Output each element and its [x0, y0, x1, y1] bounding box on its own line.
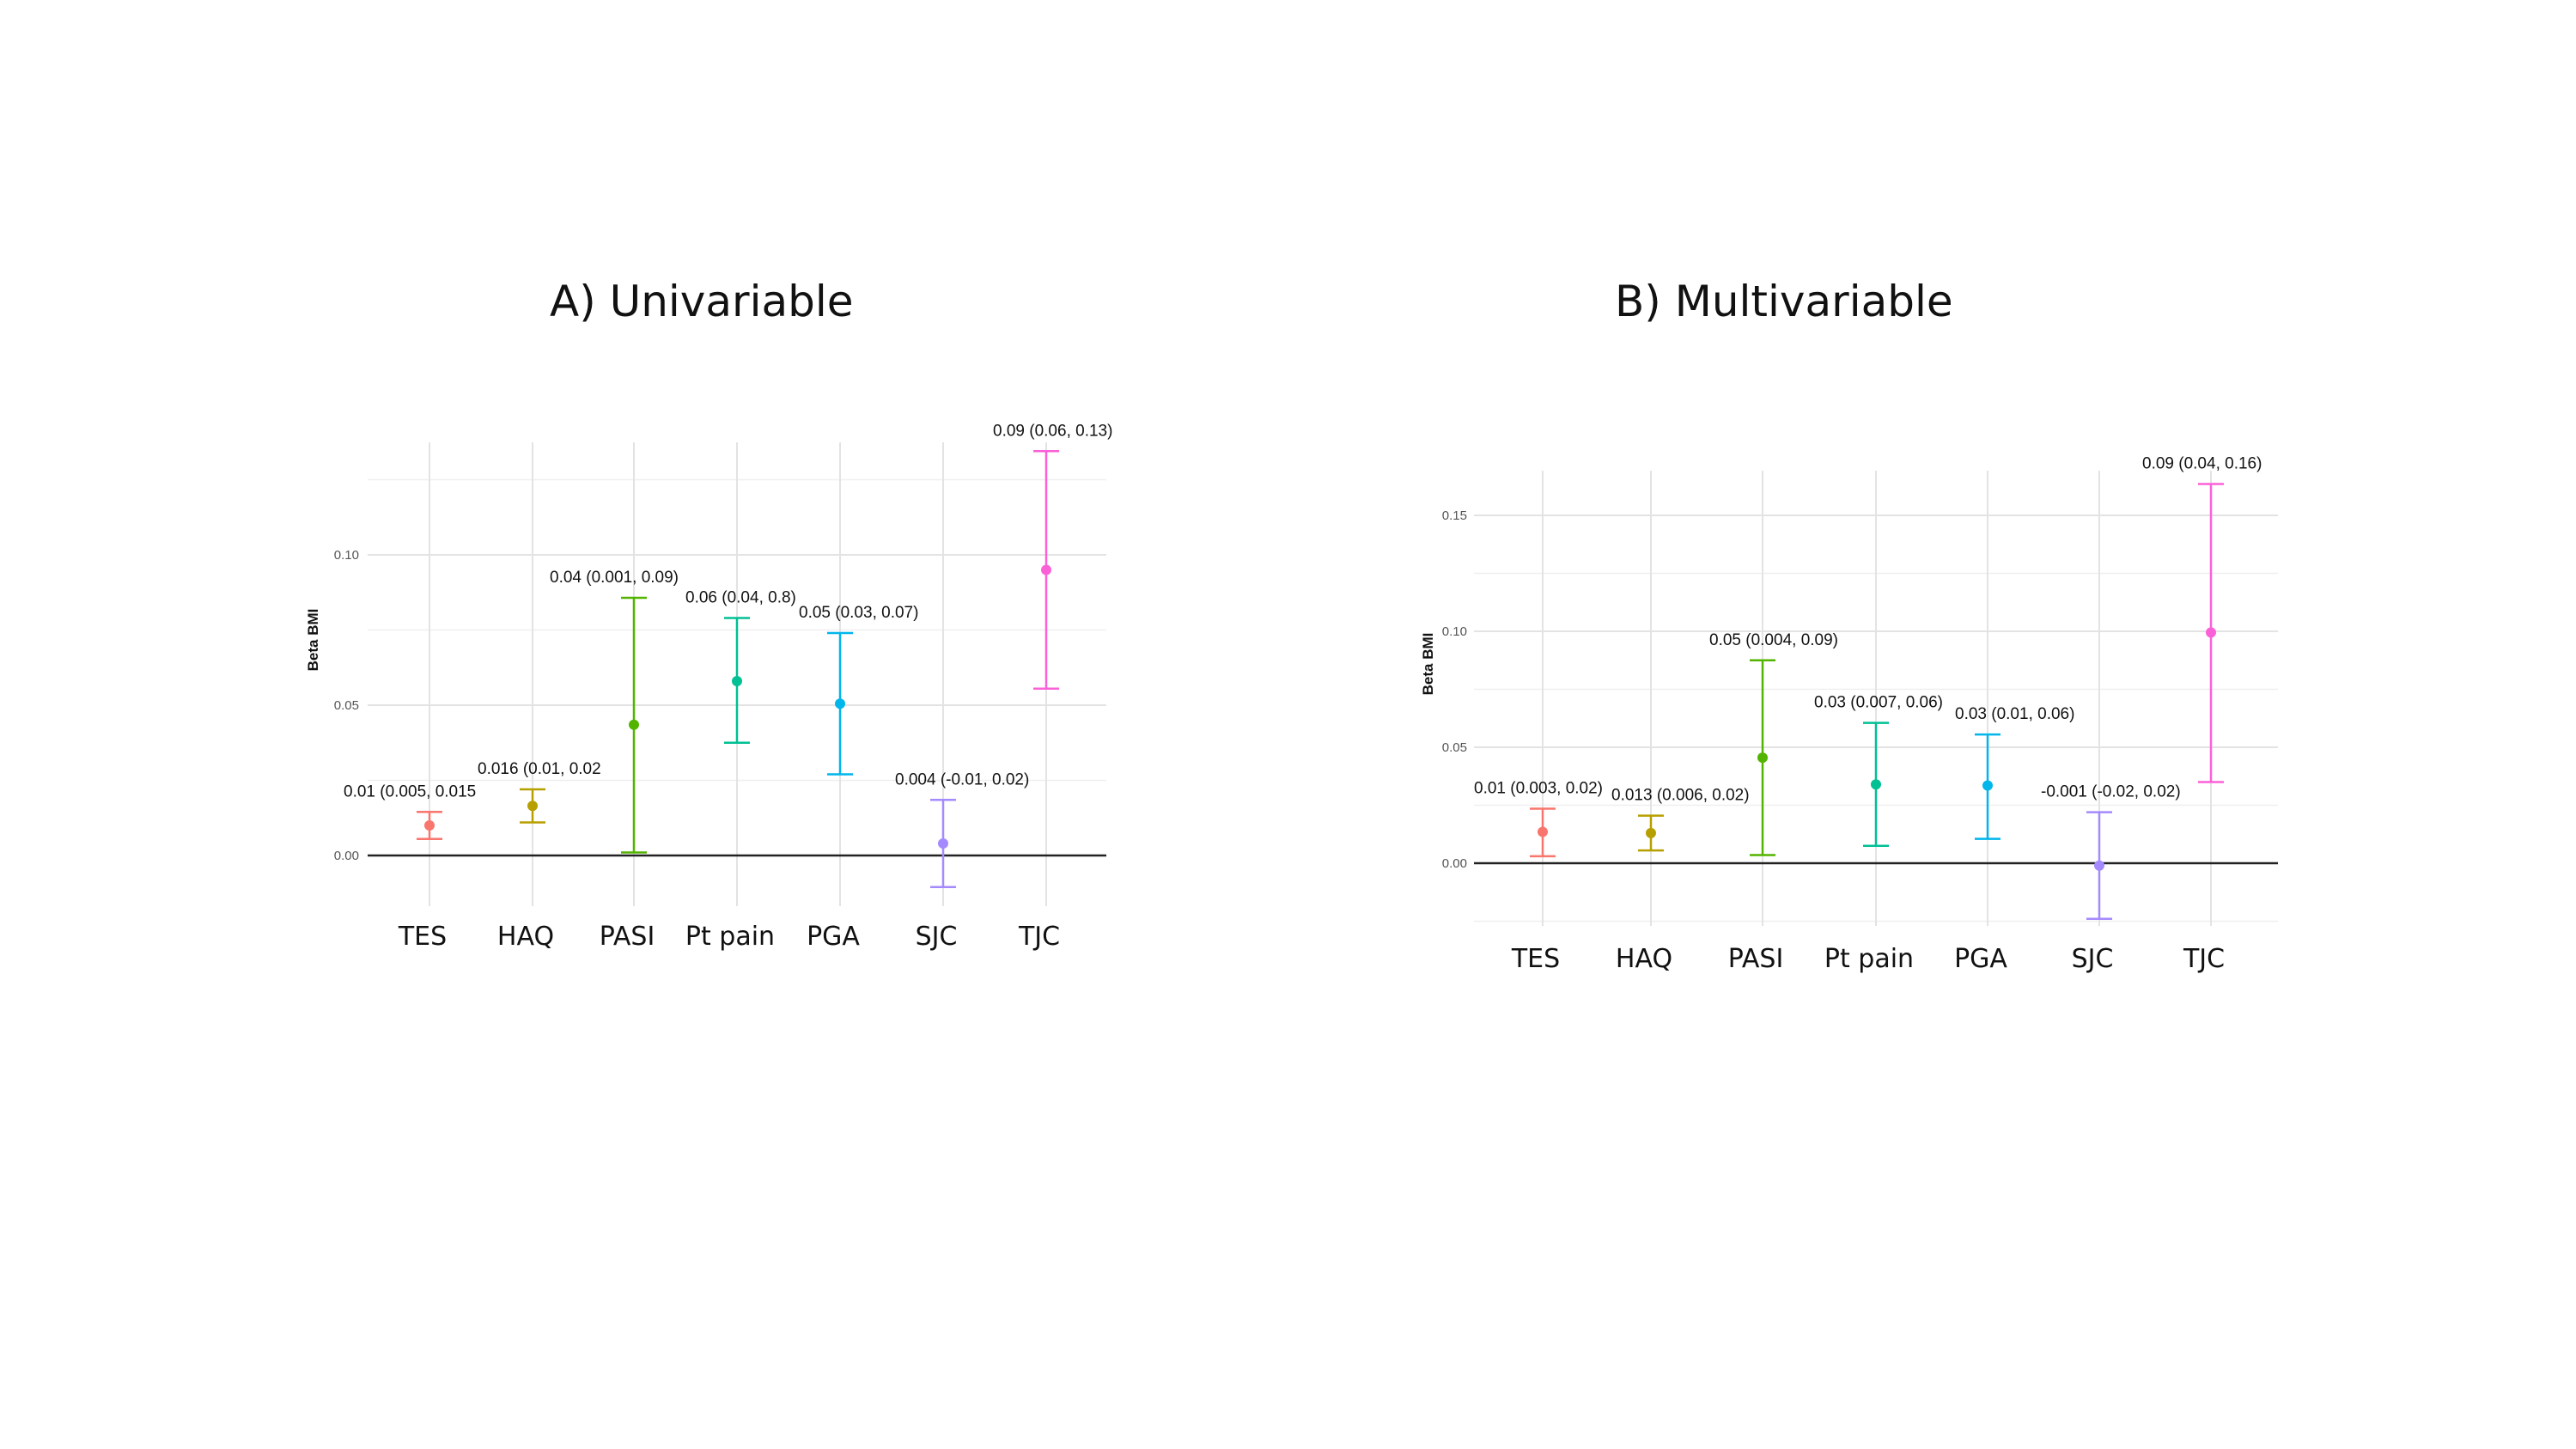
x-tick-label: Pt pain	[685, 922, 775, 952]
estimate-label: 0.09 (0.06, 0.13)	[993, 422, 1112, 440]
estimate-label: 0.016 (0.01, 0.02	[478, 760, 601, 778]
x-tick-label: PGA	[1954, 944, 2007, 974]
estimate-label: 0.06 (0.04, 0.8)	[685, 589, 796, 607]
y-tick-label: 0.00	[1442, 856, 1467, 871]
x-tick-label: TES	[1511, 944, 1560, 974]
estimate-label: -0.001 (-0.02, 0.02)	[2041, 783, 2181, 801]
estimate-label: 0.01 (0.003, 0.02)	[1474, 780, 1603, 798]
point-estimate	[1871, 779, 1881, 790]
y-tick-label: 0.10	[1442, 624, 1467, 639]
point-estimate	[732, 676, 742, 686]
point-estimate	[1538, 826, 1548, 837]
y-tick-label: 0.05	[1442, 740, 1467, 755]
x-tick-label: HAQ	[1616, 944, 1672, 974]
y-axis-label: Beta BMI	[1420, 633, 1436, 696]
point-estimate	[1982, 780, 1993, 791]
y-tick-label: 0.15	[1442, 508, 1467, 523]
point-estimate	[938, 838, 948, 849]
y-axis-label: Beta BMI	[305, 609, 321, 672]
point-estimate	[424, 820, 435, 831]
x-tick-label: SJC	[916, 922, 958, 952]
estimate-label: 0.01 (0.005, 0.015	[344, 782, 476, 801]
estimate-label: 0.09 (0.04, 0.16)	[2142, 455, 2262, 473]
point-estimate	[2206, 627, 2216, 638]
estimate-label: 0.03 (0.007, 0.06)	[1814, 694, 1943, 712]
estimate-label: 0.04 (0.001, 0.09)	[550, 569, 679, 587]
point-estimate	[1041, 564, 1051, 575]
point-estimate	[835, 698, 845, 709]
y-tick-label: 0.00	[334, 849, 359, 863]
x-tick-label: PASI	[1728, 944, 1784, 974]
panel-a-title: A) Univariable	[550, 277, 854, 326]
x-tick-label: HAQ	[497, 922, 554, 952]
x-tick-label: PASI	[600, 922, 655, 952]
point-estimate	[527, 801, 538, 812]
x-tick-label: SJC	[2072, 944, 2114, 974]
estimate-label: 0.03 (0.01, 0.06)	[1955, 705, 2074, 723]
panel-b-plot: 0.00 0.05 0.10 0.15 Beta BMI 0.01 (0.003, 0.0…	[1420, 455, 2278, 974]
point-estimate	[629, 719, 639, 730]
panel-b-title: B) Multivariable	[1615, 277, 1953, 326]
point-estimate	[2094, 860, 2104, 871]
estimate-label: 0.05 (0.004, 0.09)	[1709, 631, 1838, 649]
x-tick-label: Pt pain	[1824, 944, 1914, 974]
estimate-label: 0.05 (0.03, 0.07)	[799, 604, 918, 622]
estimate-label: 0.013 (0.006, 0.02)	[1611, 787, 1750, 805]
point-estimate	[1757, 752, 1768, 764]
x-tick-label: TES	[398, 922, 447, 952]
panel-a-plot: 0.00 0.05 0.10 Beta BMI 0.01 (0.005, 0.015 TE…	[305, 422, 1112, 952]
x-tick-label: TJC	[1018, 922, 1060, 952]
point-estimate	[1646, 827, 1656, 838]
y-tick-label: 0.10	[334, 548, 359, 563]
estimate-label: 0.004 (-0.01, 0.02)	[895, 770, 1029, 788]
x-tick-label: TJC	[2183, 944, 2225, 974]
y-tick-label: 0.05	[334, 698, 359, 713]
x-tick-label: PGA	[807, 922, 860, 952]
